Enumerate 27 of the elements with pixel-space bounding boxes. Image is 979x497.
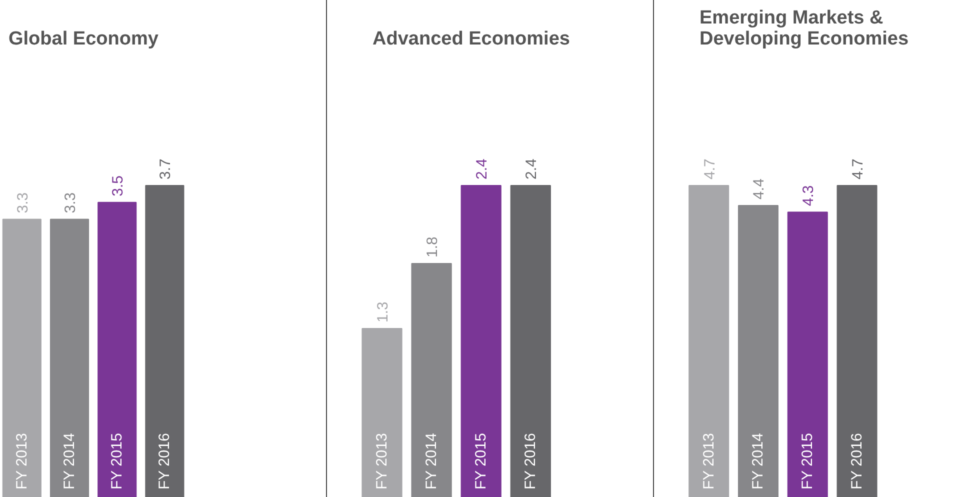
data-label: 2.4 xyxy=(474,158,491,180)
x-tick-label: FY 2015 xyxy=(799,433,816,490)
data-label: 1.8 xyxy=(424,236,442,258)
chart-title: Emerging Markets & Developing Economies xyxy=(700,8,909,50)
x-tick-label: FY 2014 xyxy=(423,433,440,490)
data-label: 3.5 xyxy=(110,176,127,196)
data-label: 4.7 xyxy=(701,158,718,180)
data-label: 3.3 xyxy=(62,192,80,214)
x-tick-label: FY 2015 xyxy=(108,433,126,490)
data-label: 3.3 xyxy=(14,192,32,214)
x-tick-label: FY 2016 xyxy=(156,433,174,490)
data-label: 4.7 xyxy=(850,158,867,180)
chart-title: Advanced Economies xyxy=(372,28,570,50)
x-tick-label: FY 2013 xyxy=(700,433,718,490)
data-label: 4.3 xyxy=(800,185,818,206)
x-tick-label: FY 2014 xyxy=(61,433,78,490)
x-tick-label: FY 2015 xyxy=(472,433,490,490)
data-label: 4.4 xyxy=(750,178,768,200)
x-tick-label: FY 2014 xyxy=(750,433,767,490)
x-tick-label: FY 2013 xyxy=(374,433,390,490)
data-label: 3.7 xyxy=(157,158,174,180)
data-label: 1.3 xyxy=(374,302,392,323)
data-label: 2.4 xyxy=(523,158,540,180)
x-tick-label: FY 2013 xyxy=(13,433,30,490)
x-tick-label: FY 2016 xyxy=(522,433,540,490)
x-tick-label: FY 2016 xyxy=(848,433,866,490)
chart-title: Global Economy xyxy=(8,28,159,50)
